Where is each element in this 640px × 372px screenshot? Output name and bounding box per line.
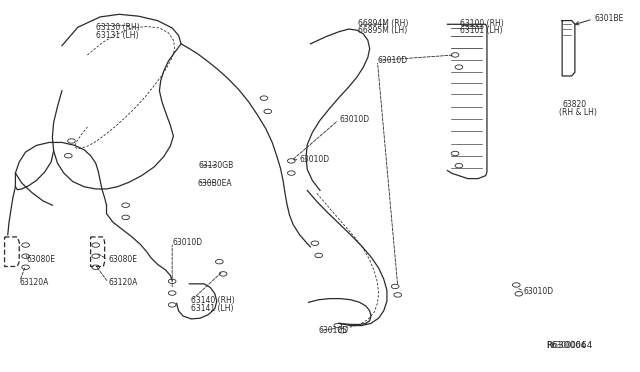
Text: R6300064: R6300064 — [546, 341, 593, 350]
Text: 63010D: 63010D — [339, 115, 369, 124]
Text: 63010D: 63010D — [524, 287, 554, 296]
Text: 63120A: 63120A — [108, 278, 138, 287]
Text: 63010D: 63010D — [319, 326, 349, 335]
Text: 63010D: 63010D — [300, 155, 330, 164]
Text: R6300064: R6300064 — [546, 341, 586, 350]
Text: 63080E: 63080E — [108, 255, 138, 264]
Text: 63130GB: 63130GB — [199, 161, 234, 170]
Text: 66894M (RH): 66894M (RH) — [358, 19, 408, 28]
Text: 63100 (RH): 63100 (RH) — [460, 19, 504, 28]
Text: 63820: 63820 — [562, 100, 586, 109]
Text: 63010D: 63010D — [172, 238, 202, 247]
Text: (RH & LH): (RH & LH) — [559, 108, 597, 118]
Text: 63010D: 63010D — [378, 56, 408, 65]
Text: 63101 (LH): 63101 (LH) — [460, 26, 502, 35]
Text: 6301BE: 6301BE — [594, 13, 623, 22]
Text: 63120A: 63120A — [19, 278, 49, 287]
Text: 63080E: 63080E — [27, 255, 56, 264]
Text: 630B0EA: 630B0EA — [198, 179, 232, 187]
Text: 66895M (LH): 66895M (LH) — [358, 26, 408, 35]
Text: 63141 (LH): 63141 (LH) — [191, 304, 234, 313]
Text: 63131 (LH): 63131 (LH) — [96, 31, 138, 40]
Text: 63140 (RH): 63140 (RH) — [191, 296, 235, 305]
Text: 63130 (RH): 63130 (RH) — [96, 23, 140, 32]
